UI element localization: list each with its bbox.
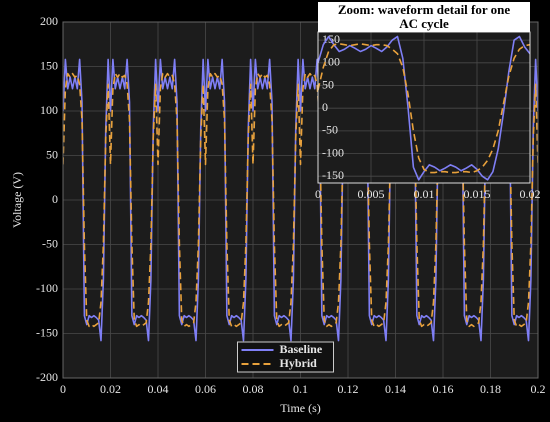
x-tick-label: 0.02 xyxy=(520,187,541,201)
y-tick-label: 100 xyxy=(322,55,340,69)
y-tick-label: -100 xyxy=(36,281,58,295)
x-axis-label: Time (s) xyxy=(280,401,321,415)
x-tick-label: 0.06 xyxy=(195,382,216,396)
x-tick-label: 0.04 xyxy=(148,382,169,396)
y-tick-label: 50 xyxy=(322,77,334,91)
y-tick-label: 0 xyxy=(52,192,58,206)
x-tick-label: 0 xyxy=(60,382,66,396)
plot-frame xyxy=(62,21,539,379)
y-tick-label: -150 xyxy=(36,325,58,339)
series-line xyxy=(63,72,538,328)
x-tick-label: 0.01 xyxy=(414,187,435,201)
x-tick-label: 0.12 xyxy=(338,382,359,396)
y-tick-label: 0 xyxy=(322,100,328,114)
y-tick-label: 100 xyxy=(40,103,58,117)
x-tick-label: 0.1 xyxy=(293,382,308,396)
inset-title: Zoom: waveform detail for one AC cycle xyxy=(318,2,530,32)
x-tick-label: 0 xyxy=(315,187,321,201)
x-tick-label: 0.005 xyxy=(358,187,385,201)
x-tick-label: 0.16 xyxy=(433,382,454,396)
y-tick-label: -50 xyxy=(322,123,338,137)
plot-frame xyxy=(317,31,531,184)
series-line xyxy=(318,42,530,174)
x-tick-label: 0.18 xyxy=(480,382,501,396)
x-tick-label: 0.015 xyxy=(464,187,491,201)
y-tick-label: -100 xyxy=(322,145,344,159)
legend-label: Hybrid xyxy=(280,356,318,370)
y-axis-label: Voltage (V) xyxy=(10,172,24,228)
y-tick-label: -50 xyxy=(42,236,58,250)
y-tick-label: 50 xyxy=(46,147,58,161)
x-tick-label: 0.08 xyxy=(243,382,264,396)
y-tick-label: -200 xyxy=(36,370,58,384)
y-tick-label: 200 xyxy=(40,14,58,28)
y-tick-label: 150 xyxy=(40,58,58,72)
y-tick-label: -150 xyxy=(322,168,344,182)
series-line xyxy=(318,35,530,181)
x-tick-label: 0.14 xyxy=(385,382,406,396)
legend-label: Baseline xyxy=(280,342,323,356)
legend-box xyxy=(237,341,334,373)
x-tick-label: 0.02 xyxy=(100,382,121,396)
x-tick-label: 0.2 xyxy=(531,382,546,396)
